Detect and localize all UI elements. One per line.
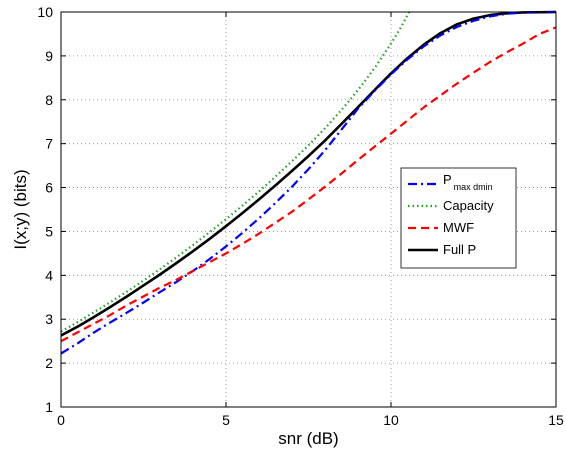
y-tick-label: 6 <box>45 180 53 196</box>
y-tick-label: 10 <box>37 4 53 20</box>
y-tick-label: 5 <box>45 223 53 239</box>
legend-box <box>400 167 517 269</box>
series-line-2 <box>60 26 557 343</box>
series-layer <box>60 10 557 355</box>
series-line-0 <box>60 10 557 355</box>
x-tick-label: 10 <box>383 412 399 428</box>
y-tick-label: 7 <box>45 136 53 152</box>
y-tick-label: 2 <box>45 355 53 371</box>
x-tick-label: 5 <box>222 412 230 428</box>
legend-entry-label: MWF <box>443 220 474 235</box>
series-line-3 <box>60 10 557 337</box>
x-tick-label: 0 <box>57 412 65 428</box>
y-tick-label: 4 <box>45 267 53 283</box>
x-axis-label: snr (dB) <box>278 429 338 448</box>
y-tick-label: 9 <box>45 48 53 64</box>
legend-entry-label: Capacity <box>443 198 494 213</box>
y-tick-label: 3 <box>45 311 53 327</box>
x-tick-label: 15 <box>548 412 564 428</box>
y-axis-label: I(x;y) (bits) <box>11 169 30 249</box>
legend-entry-label: Full P <box>443 242 476 257</box>
legend-entry-subscript: max dmin <box>454 182 493 192</box>
y-tick-label: 1 <box>45 399 53 415</box>
series-line-1 <box>60 11 411 333</box>
y-tick-label: 8 <box>45 92 53 108</box>
plot-frame <box>60 11 557 408</box>
ticks: 0 5 10 15 1 2 3 4 5 6 7 8 9 10 <box>37 4 564 428</box>
